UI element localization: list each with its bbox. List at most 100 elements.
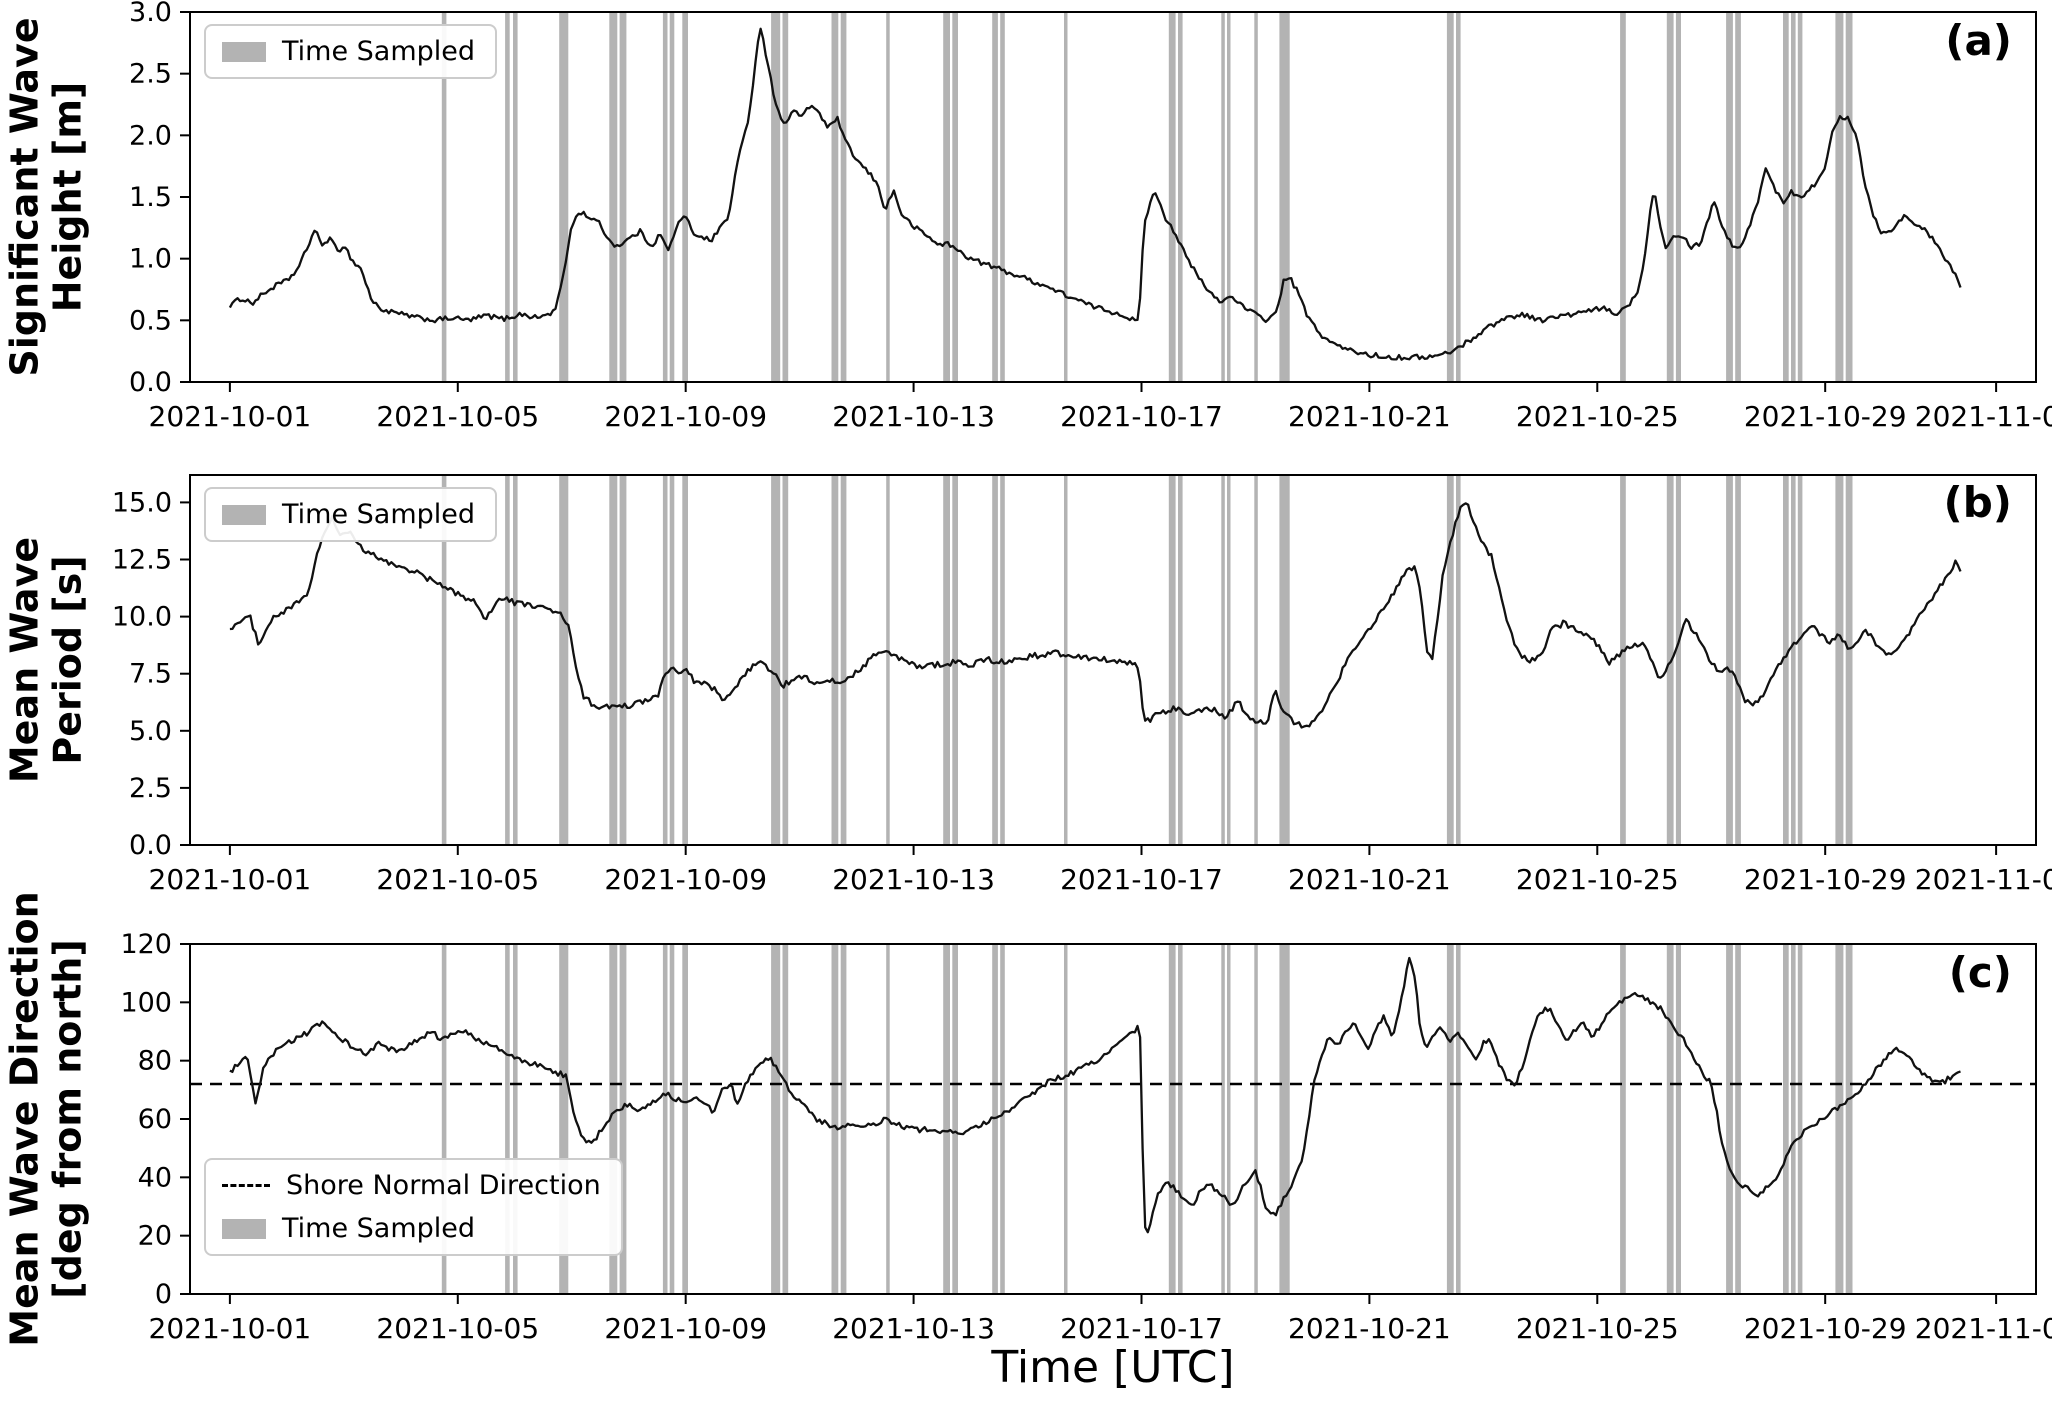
time-sampled-band [886,12,890,382]
time-sampled-band [831,944,839,1294]
time-sampled-band [1726,12,1733,382]
x-tick-label: 2021-11-01 [1915,863,2052,896]
time-sampled-band [1675,12,1681,382]
time-sampled-band [513,12,518,382]
x-tick-label: 2021-10-17 [1060,1312,1223,1345]
time-sampled-band [559,12,569,382]
time-sampled-band [840,12,847,382]
time-sampled-band [1783,475,1789,845]
time-sampled-band [1168,944,1176,1294]
time-sampled-band [771,475,781,845]
time-sampled-band [1845,475,1853,845]
time-sampled-band [662,944,668,1294]
time-sampled-band [441,12,447,382]
time-sampled-band [662,12,668,382]
time-sampled-band [782,12,789,382]
time-sampled-band [1835,12,1844,382]
time-sampled-band [992,12,998,382]
y-tick-label: 120 [120,929,172,960]
y-tick-label: 80 [138,1046,172,1077]
time-sampled-band [1456,475,1461,845]
time-sampled-band [1178,475,1183,845]
time-sampled-band [831,12,839,382]
x-tick-label: 2021-10-13 [832,1312,995,1345]
x-tick-label: 2021-10-25 [1516,863,1679,896]
time-sampled-band [840,944,847,1294]
time-sampled-band [1064,944,1068,1294]
time-sampled-band [1791,475,1796,845]
time-sampled-band [1227,944,1231,1294]
time-sampled-band [1456,944,1461,1294]
time-sampled-band [1000,12,1005,382]
time-sampled-band [1675,944,1681,1294]
x-tick-label: 2021-11-01 [1915,1312,2052,1345]
panel-c-mean-wave-direction-chart: 0 20 40 60 80 100 120 2021-10-01 2021-10-05 2021-… [120,929,2052,1345]
legend-panel-b: Time Sampled [204,487,498,542]
x-axis-title: Time [UTC] [991,1342,1235,1393]
time-sampled-band [1666,475,1674,845]
time-sampled-band [943,475,950,845]
time-sampled-band [782,475,789,845]
x-tick-label: 2021-11-01 [1915,400,2052,433]
x-tick-label: 2021-10-01 [149,863,312,896]
time-sampled-band [662,475,668,845]
y-tick-label: 12.5 [112,545,172,576]
y-tick-label: 60 [138,1104,172,1135]
time-sampled-band [669,475,675,845]
time-sampled-band [1064,475,1068,845]
panel-b-mean-wave-period-chart: 0.0 2.5 5.0 7.5 10.0 12.5 15.0 2021-10-01 2021-1… [112,474,2052,896]
time-sampled-band [619,12,627,382]
time-sampled-band [771,944,781,1294]
time-sampled-band [682,12,688,382]
time-sampled-band [559,475,569,845]
time-sampled-band [1797,944,1803,1294]
legend-panel-a: Time Sampled [204,24,498,79]
time-sampled-band [952,944,958,1294]
time-sampled-band [1791,12,1796,382]
time-sampled-band [609,12,618,382]
time-sampled-band [1221,475,1225,845]
y-tick-label: 20 [138,1221,172,1252]
time-sampled-band [1178,944,1183,1294]
x-tick-label: 2021-10-17 [1060,863,1223,896]
y-tick-label: 1.5 [129,182,172,213]
time-sampled-band [943,944,950,1294]
data-line [229,502,1962,729]
time-sampled-band [1279,12,1290,382]
time-sampled-band [1221,944,1225,1294]
time-sampled-band [1168,12,1176,382]
time-sampled-band [441,475,447,845]
time-sampled-label: Time Sampled [282,36,476,67]
time-sampled-band [992,475,998,845]
time-sampled-band [619,475,627,845]
time-sampled-band [619,944,627,1294]
time-sampled-swatch-icon [222,1218,266,1239]
time-sampled-band [1675,475,1681,845]
y-tick-label: 5.0 [129,716,172,747]
time-sampled-band [952,475,958,845]
legend-item-time-sampled: Time Sampled [222,1213,601,1244]
y-tick-label: 0.0 [129,367,172,398]
time-sampled-band [1620,944,1626,1294]
time-sampled-band [1783,12,1789,382]
legend-item-time-sampled: Time Sampled [222,36,475,67]
x-tick-label: 2021-10-09 [604,863,767,896]
data-line [229,956,1961,1234]
y-tick-label: 10.0 [112,602,172,633]
time-sampled-band [1666,12,1674,382]
panel-a-significant-wave-height-chart: 0.0 0.5 1.0 1.5 2.0 2.5 3.0 2021-10-01 2021-10-0… [129,0,2052,433]
time-sampled-band [1666,944,1674,1294]
time-sampled-band [771,12,781,382]
time-sampled-swatch-icon [222,504,266,525]
time-sampled-band [1783,944,1789,1294]
plot-border [189,474,2037,846]
time-sampled-band [1254,475,1258,845]
y-axis-title-mean-wave-direction: Mean Wave Direction [deg from north] [2,891,89,1347]
time-sampled-band [831,475,839,845]
time-sampled-band [1279,944,1290,1294]
time-sampled-band [1735,475,1741,845]
y-tick-label: 15.0 [112,487,172,518]
time-sampled-band [609,475,618,845]
time-sampled-band [1835,944,1844,1294]
